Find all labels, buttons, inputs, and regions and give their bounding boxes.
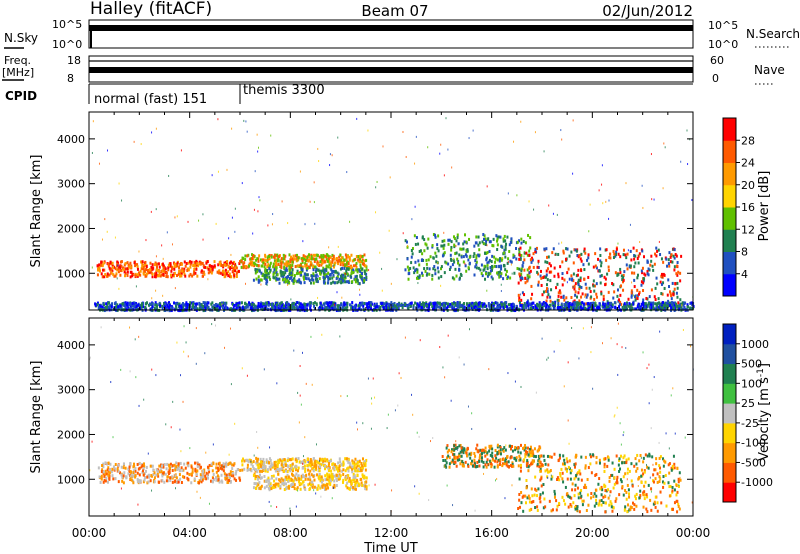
colorbar-swatch bbox=[723, 162, 736, 186]
velocity-colorbar-label: Velocity [m s-1] bbox=[756, 363, 772, 461]
power-x-axis-ticks bbox=[88, 112, 694, 310]
colorbar-tick-label: 16 bbox=[741, 201, 755, 214]
colorbar-tick-label: 28 bbox=[741, 134, 755, 147]
colorbar-tick-label: 25 bbox=[741, 397, 755, 410]
velocity-scatter-cells bbox=[89, 322, 694, 514]
colorbar-swatch bbox=[723, 462, 736, 483]
colorbar-swatch bbox=[723, 207, 736, 230]
colorbar-tick-label: 20 bbox=[741, 179, 755, 192]
nave-tick-top: 60 bbox=[710, 54, 724, 67]
velocity-panel: 1000 2000 3000 4000 Slant Range [km] bbox=[29, 317, 694, 517]
nsearch-label: N.Search bbox=[746, 27, 800, 41]
colorbar-swatch bbox=[723, 343, 736, 365]
summary-cpid-panel: normal (fast) 151 themis 3300 bbox=[88, 83, 693, 107]
power-colorbar: 28 24 20 16 12 8 4 bbox=[722, 117, 755, 297]
colorbar-swatch bbox=[723, 184, 736, 208]
y-tick-label: 2000 bbox=[57, 428, 85, 441]
colorbar-tick-label: -1000 bbox=[741, 476, 773, 489]
summary-nsky-panel bbox=[88, 19, 694, 49]
colorbar-tick-label: 8 bbox=[741, 246, 748, 259]
y-tick-label: 1000 bbox=[57, 267, 85, 280]
colorbar-swatch bbox=[723, 482, 736, 503]
velocity-y-axis: 1000 2000 3000 4000 bbox=[57, 339, 693, 486]
power-scatter-cells bbox=[91, 117, 695, 313]
x-tick-label: 04:00 bbox=[172, 526, 207, 540]
colorbar-tick-label: 4 bbox=[741, 268, 748, 281]
colorbar-swatch bbox=[723, 140, 736, 163]
station-title: Halley (fitACF) bbox=[90, 0, 212, 19]
colorbar-tick-label: 12 bbox=[741, 223, 755, 236]
date-title: 02/Jun/2012 bbox=[602, 2, 693, 20]
nsky-tick-top: 10^5 bbox=[52, 18, 82, 31]
colorbar-swatch bbox=[723, 229, 736, 252]
velocity-x-axis-ticks bbox=[88, 318, 694, 516]
cpid-segment-normal: normal (fast) 151 bbox=[94, 92, 207, 107]
y-tick-label: 4000 bbox=[57, 133, 85, 146]
x-tick-label: 08:00 bbox=[273, 526, 308, 540]
freq-tick-top: 18 bbox=[67, 54, 81, 67]
nave-tick-bottom: 0 bbox=[712, 72, 719, 85]
nsearch-tick-bottom: 10^0 bbox=[708, 38, 738, 51]
colorbar-swatch bbox=[723, 251, 736, 275]
x-tick-label: 00:00 bbox=[676, 526, 711, 540]
power-colorbar-label: Power [dB] bbox=[757, 171, 772, 242]
colorbar-swatch bbox=[723, 442, 736, 463]
y-tick-label: 2000 bbox=[57, 222, 85, 235]
colorbar-swatch bbox=[723, 363, 736, 384]
velocity-colorbar: 1000 500 100 25 -25 -100 -500 -1000 bbox=[722, 323, 773, 503]
colorbar-tick-label: -25 bbox=[741, 417, 759, 430]
x-tick-label: 00:00 bbox=[72, 526, 107, 540]
colorbar-swatch bbox=[723, 383, 736, 404]
colorbar-swatch bbox=[723, 273, 736, 297]
colorbar-tick-label: 24 bbox=[741, 157, 755, 170]
x-tick-label: 20:00 bbox=[575, 526, 610, 540]
x-tick-label: 16:00 bbox=[474, 526, 509, 540]
y-tick-label: 3000 bbox=[57, 178, 85, 191]
colorbar-swatch bbox=[723, 118, 736, 141]
nsky-tick-bottom: 10^0 bbox=[52, 38, 82, 51]
freq-label-line1: Freq. bbox=[4, 54, 31, 67]
freq-label-line2: [MHz] bbox=[2, 66, 34, 79]
y-tick-label: 1000 bbox=[57, 473, 85, 486]
beam-title: Beam 07 bbox=[361, 2, 428, 20]
nsky-label: N.Sky bbox=[4, 31, 38, 45]
cpid-segment-themis: themis 3300 bbox=[243, 83, 325, 98]
y-tick-label: 3000 bbox=[57, 384, 85, 397]
power-y-axis: 1000 2000 3000 4000 bbox=[57, 133, 693, 280]
colorbar-swatch bbox=[723, 403, 736, 424]
summary-freq-panel bbox=[88, 55, 694, 83]
colorbar-tick-label: 100 bbox=[741, 377, 762, 390]
power-panel: 1000 2000 3000 4000 Slant Range [km] bbox=[29, 111, 695, 313]
nsearch-tick-top: 10^5 bbox=[708, 19, 738, 32]
colorbar-tick-label: -100 bbox=[741, 437, 766, 450]
cpid-label: CPID bbox=[5, 89, 37, 103]
power-y-axis-label: Slant Range [km] bbox=[29, 155, 44, 268]
velocity-y-axis-label: Slant Range [km] bbox=[29, 361, 44, 474]
y-tick-label: 4000 bbox=[57, 339, 85, 352]
freq-tick-bottom: 8 bbox=[67, 72, 74, 85]
colorbar-tick-label: 500 bbox=[741, 358, 762, 371]
colorbar-tick-label: 1000 bbox=[741, 338, 769, 351]
time-axis-title: Time UT bbox=[363, 541, 417, 554]
colorbar-swatch bbox=[723, 324, 736, 345]
x-tick-label: 12:00 bbox=[374, 526, 409, 540]
time-axis-labels: 00:00 04:00 08:00 12:00 16:00 20:00 00:00 bbox=[72, 526, 711, 540]
nave-label: Nave bbox=[754, 63, 785, 77]
colorbar-swatch bbox=[723, 422, 736, 444]
colorbar-tick-label: -500 bbox=[741, 456, 766, 469]
